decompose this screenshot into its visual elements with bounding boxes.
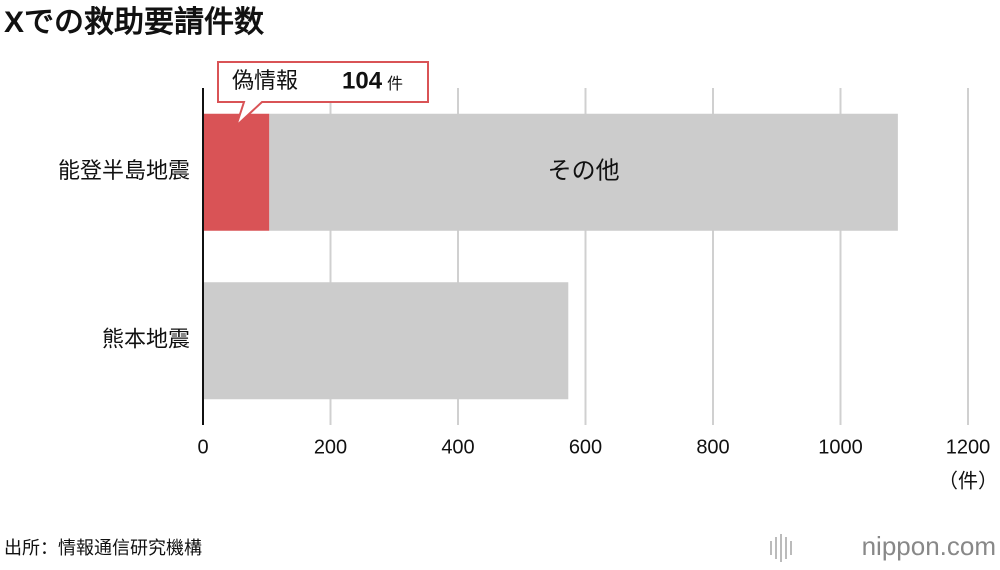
x-tick-label: 1200 [946, 436, 991, 458]
x-tick-label: 400 [441, 436, 474, 458]
y-tick-label: 熊本地震 [102, 327, 190, 352]
data-label-unit: 件 [387, 75, 403, 93]
x-tick-label: 200 [314, 436, 347, 458]
x-tick-label: 600 [569, 436, 602, 458]
bar [203, 113, 270, 231]
x-tick-label: 1000 [818, 436, 863, 458]
source: 出所：情報通信研究機構 [4, 538, 202, 558]
callout: 偽情報 104 件 [217, 61, 429, 130]
series-label: その他 [548, 158, 620, 185]
data-label: 104 [342, 67, 383, 94]
bar [269, 113, 898, 231]
chart-title: Xでの救助要請件数 [4, 6, 265, 39]
x-tick-label: 800 [696, 436, 729, 458]
x-axis-label: （件） [938, 469, 998, 492]
logo: nippon.com [862, 531, 996, 561]
x-tick-label: 0 [197, 436, 208, 458]
bar [203, 282, 569, 400]
callout-box [217, 61, 429, 130]
y-tick-label: 能登半島地震 [58, 158, 190, 183]
logo-bars [770, 534, 792, 562]
callout-name: 偽情報 [232, 68, 298, 93]
